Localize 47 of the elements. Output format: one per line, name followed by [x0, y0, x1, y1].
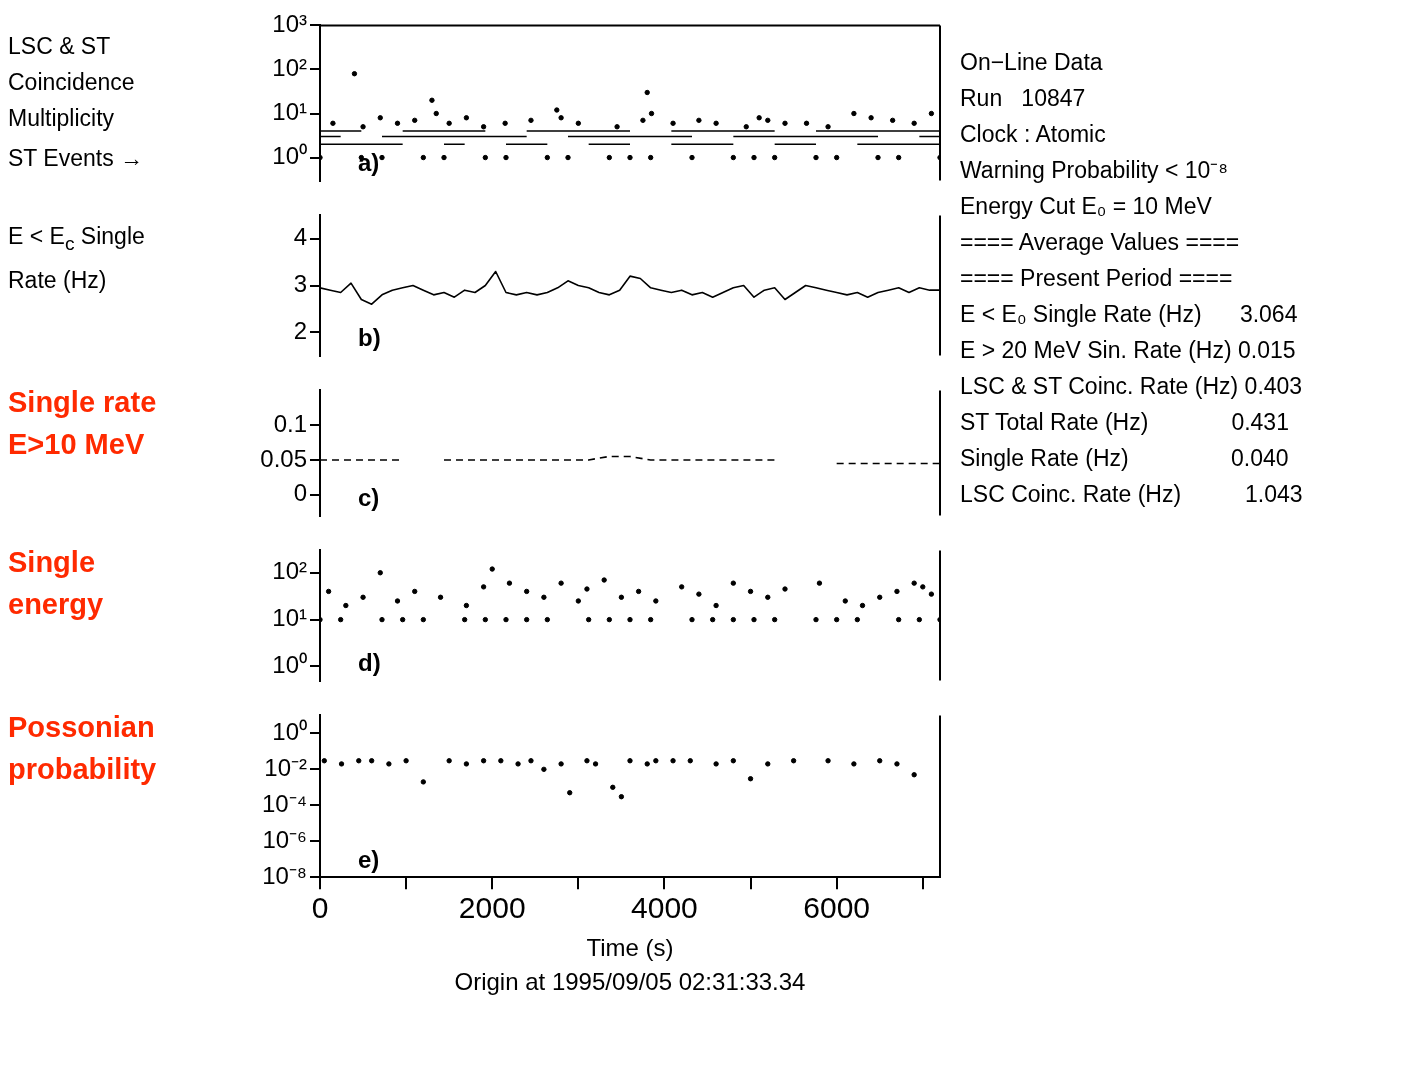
text: LSC & ST Coinc. Rate (Hz) 0.403	[960, 372, 1303, 401]
text: ==== Average Values ====	[960, 228, 1241, 257]
text: e)	[358, 845, 380, 873]
y-tick-label: 0	[293, 479, 307, 507]
text: On−Line Data	[960, 48, 1104, 77]
y-tick-label: 10²	[272, 557, 308, 585]
y-tick-label: 0.05	[260, 444, 307, 472]
text: Warning Probability < 10⁻⁸	[960, 156, 1230, 185]
text: Single Rate (Hz) 0.040	[960, 444, 1290, 473]
x-axis-title: Time (s)	[586, 934, 674, 962]
text: ST Events →	[8, 144, 145, 173]
x-tick-label: 4000	[631, 891, 698, 925]
text: E > 20 MeV Sin. Rate (Hz) 0.015	[960, 336, 1297, 365]
y-tick-label: 10³	[272, 10, 308, 38]
text: ==== Present Period ====	[960, 264, 1234, 293]
text: d)	[358, 649, 381, 677]
text: LSC Coinc. Rate (Hz) 1.043	[960, 480, 1303, 509]
y-axis-title: LSC & ST Coincidence Multiplicity	[8, 32, 136, 133]
y-tick-label: 10²	[272, 54, 308, 82]
y-tick-label: 0.1	[273, 409, 307, 437]
y-axis-title: E < E$_{c}$ Single Rate (Hz)	[8, 222, 146, 295]
text: b)	[358, 324, 381, 352]
text: E < E₀ Single Rate (Hz) 3.064	[960, 300, 1299, 329]
text: a)	[358, 149, 380, 177]
x-tick-label: 2000	[458, 891, 526, 925]
y-tick-label: 10⁰	[272, 651, 307, 679]
text: Clock : Atomic	[960, 120, 1107, 149]
y-tick-label: 10⁻⁴	[261, 789, 307, 817]
y-tick-label: 3	[293, 270, 307, 298]
text: Run 10847	[960, 84, 1087, 113]
text: c)	[358, 484, 380, 512]
y-axis-title: Single energy	[8, 545, 105, 622]
text: Origin at 1995/09/05 02:31:33.34	[453, 968, 807, 996]
y-tick-label: 10⁰	[272, 142, 307, 170]
y-tick-label: 10⁻⁶	[262, 825, 307, 853]
y-tick-label: 2	[293, 316, 307, 344]
y-tick-label: 10¹	[272, 98, 308, 126]
x-tick-label: 6000	[803, 891, 871, 925]
y-tick-label: 10⁻⁸	[262, 861, 307, 889]
text: ST Total Rate (Hz) 0.431	[960, 408, 1290, 437]
y-tick-label: 4	[293, 223, 307, 251]
y-tick-label: 10¹	[272, 604, 308, 632]
y-tick-label: 10⁰	[272, 718, 307, 745]
text: Energy Cut E₀ = 10 MeV	[960, 192, 1213, 221]
y-axis-title: Single rate E>10 MeV	[8, 385, 158, 462]
y-axis-title: Possonian probability	[8, 710, 158, 787]
y-tick-label: 10⁻²	[264, 753, 308, 781]
